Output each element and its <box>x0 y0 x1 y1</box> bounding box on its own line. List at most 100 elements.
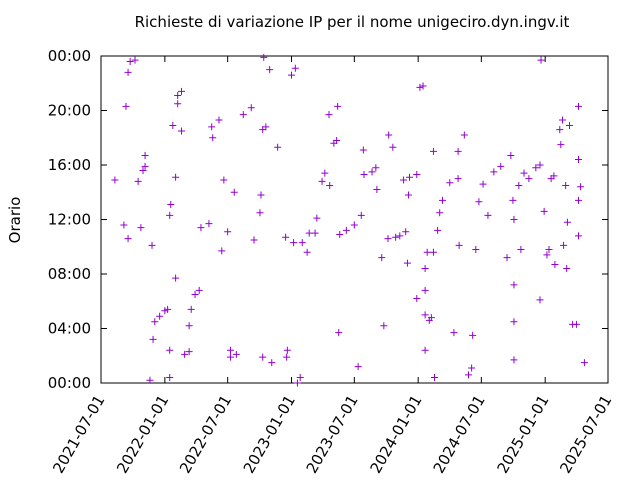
point <box>139 166 147 174</box>
point <box>181 350 189 358</box>
point <box>517 245 525 253</box>
point <box>396 232 404 240</box>
point <box>421 346 429 354</box>
point <box>215 116 223 124</box>
point <box>419 82 427 90</box>
y-tick-label: 04:00 <box>48 320 91 338</box>
point <box>174 100 182 108</box>
point <box>434 226 442 234</box>
point <box>402 228 410 236</box>
point <box>283 346 291 354</box>
point <box>520 169 528 177</box>
point <box>429 147 437 155</box>
point <box>197 224 205 232</box>
point <box>166 346 174 354</box>
point <box>536 296 544 304</box>
point <box>224 228 232 236</box>
point <box>185 322 193 330</box>
point <box>259 353 267 361</box>
point <box>151 318 159 326</box>
point <box>141 162 149 170</box>
point <box>178 127 186 135</box>
point <box>148 241 156 249</box>
y-tick-label: 12:00 <box>48 211 91 229</box>
point <box>293 379 301 387</box>
point <box>124 235 132 243</box>
point <box>468 364 476 372</box>
y-tick-label: 00:00 <box>48 47 91 65</box>
y-tick-label: 20:00 <box>48 102 91 120</box>
point <box>268 359 276 367</box>
chart-title: Richieste di variazione IP per il nome u… <box>135 13 570 31</box>
point <box>507 151 515 159</box>
point <box>208 123 216 131</box>
point <box>166 374 174 382</box>
point <box>318 177 326 185</box>
point <box>540 207 548 215</box>
point <box>290 239 298 247</box>
point <box>497 162 505 170</box>
x-tick-label: 2024-07-01 <box>430 392 489 477</box>
point <box>421 311 429 319</box>
point <box>373 186 381 194</box>
y-tick-label: 08:00 <box>48 265 91 283</box>
point <box>260 53 268 61</box>
point <box>247 104 255 112</box>
point <box>557 141 565 149</box>
point <box>288 71 296 79</box>
x-tick-label: 2024-01-01 <box>366 392 425 477</box>
point <box>146 376 154 384</box>
x-tick-label: 2022-01-01 <box>113 392 172 477</box>
point <box>350 221 358 229</box>
point <box>416 83 424 91</box>
x-tick-label: 2023-01-01 <box>240 392 299 477</box>
point <box>484 211 492 219</box>
point <box>384 235 392 243</box>
point <box>537 56 545 64</box>
x-tick-label: 2025-07-01 <box>556 392 615 477</box>
point <box>575 232 583 240</box>
point <box>464 371 472 379</box>
point <box>406 173 414 181</box>
point <box>178 87 186 95</box>
point <box>321 169 329 177</box>
point <box>372 164 380 172</box>
x-tick-label: 2025-01-01 <box>493 392 552 477</box>
point <box>503 254 511 262</box>
point <box>392 233 400 241</box>
point <box>266 66 274 74</box>
point <box>572 320 580 328</box>
point <box>313 214 321 222</box>
point <box>454 147 462 155</box>
point <box>532 164 540 172</box>
point <box>283 353 291 361</box>
point <box>134 177 142 185</box>
point <box>342 226 350 234</box>
point <box>298 239 306 247</box>
point <box>509 196 517 204</box>
point <box>563 218 571 226</box>
point <box>543 251 551 259</box>
point <box>257 191 265 199</box>
point <box>166 211 174 219</box>
point <box>510 216 518 223</box>
point <box>400 176 408 184</box>
y-axis-label: Orario <box>6 197 24 244</box>
point <box>575 156 583 164</box>
point <box>209 134 217 142</box>
point <box>490 168 498 176</box>
point <box>413 171 421 179</box>
x-tick-label: 2021-07-01 <box>49 392 108 477</box>
point <box>403 259 411 267</box>
point <box>510 281 518 289</box>
point <box>357 211 365 219</box>
point <box>262 123 270 131</box>
point <box>360 171 368 179</box>
point <box>167 201 175 209</box>
point <box>191 290 199 298</box>
point <box>296 374 304 382</box>
point <box>577 183 585 191</box>
point <box>335 329 343 337</box>
point <box>156 312 164 320</box>
